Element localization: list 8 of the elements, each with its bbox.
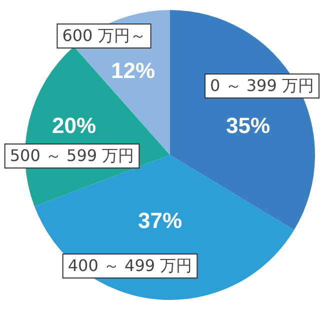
data-label: 20% bbox=[52, 113, 96, 138]
slice-label: 500 ～ 599 万円 bbox=[10, 146, 134, 166]
slice-label: 600 万円～ bbox=[62, 26, 146, 46]
slice-label: 0 ～ 399 万円 bbox=[210, 76, 314, 96]
slice-label: 400 ～ 499 万円 bbox=[68, 256, 192, 276]
data-label: 12% bbox=[110, 58, 156, 84]
data-label: 37% bbox=[138, 208, 182, 234]
data-label: 35% bbox=[226, 113, 270, 138]
